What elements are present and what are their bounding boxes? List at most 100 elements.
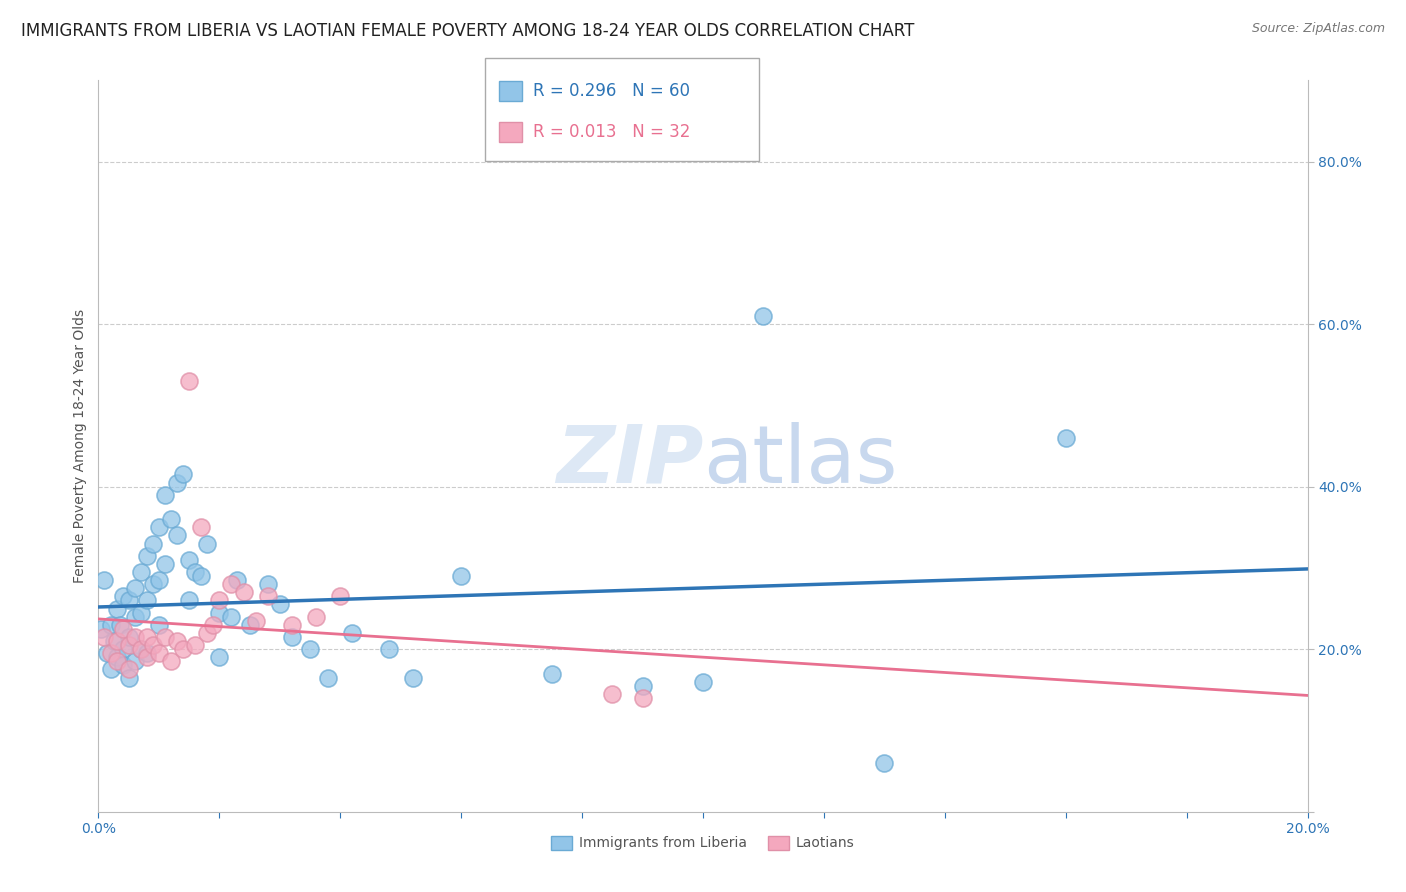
Point	[166, 528, 188, 542]
Point	[305, 609, 328, 624]
Point	[124, 609, 146, 624]
Point	[208, 650, 231, 665]
Point	[129, 606, 152, 620]
Point	[299, 642, 322, 657]
Point	[90, 622, 112, 636]
Point	[190, 569, 212, 583]
Point	[135, 549, 157, 563]
Point	[111, 590, 134, 604]
Point	[105, 634, 128, 648]
Point	[135, 593, 157, 607]
Point	[93, 573, 115, 587]
Point	[402, 671, 425, 685]
Point	[269, 598, 291, 612]
Point	[195, 626, 218, 640]
Text: Source: ZipAtlas.com: Source: ZipAtlas.com	[1251, 22, 1385, 36]
Point	[873, 756, 896, 770]
Point	[148, 573, 170, 587]
Point	[239, 617, 262, 632]
Point	[245, 614, 267, 628]
Point	[118, 593, 141, 607]
Point	[540, 666, 562, 681]
Point	[752, 309, 775, 323]
Point	[172, 642, 194, 657]
Point	[100, 617, 122, 632]
Point	[118, 630, 141, 644]
Point	[142, 577, 165, 591]
Point	[281, 630, 304, 644]
Point	[208, 606, 231, 620]
Point	[111, 658, 134, 673]
Point	[631, 679, 654, 693]
Point	[342, 626, 364, 640]
Point	[1054, 431, 1077, 445]
Point	[202, 617, 225, 632]
Point	[96, 646, 118, 660]
Point	[195, 536, 218, 550]
Text: ZIP: ZIP	[555, 422, 703, 500]
Legend: Immigrants from Liberia, Laotians: Immigrants from Liberia, Laotians	[546, 830, 860, 856]
Point	[100, 663, 122, 677]
Point	[190, 520, 212, 534]
Point	[232, 585, 254, 599]
Text: R = 0.296   N = 60: R = 0.296 N = 60	[533, 82, 690, 100]
Point	[316, 671, 339, 685]
Point	[377, 642, 399, 657]
Point	[142, 536, 165, 550]
Point	[208, 593, 231, 607]
Point	[602, 687, 624, 701]
Point	[692, 674, 714, 689]
Point	[100, 646, 122, 660]
Point	[118, 638, 141, 652]
Point	[129, 565, 152, 579]
Point	[166, 475, 188, 490]
Point	[179, 553, 201, 567]
Point	[148, 520, 170, 534]
Point	[153, 630, 176, 644]
Point	[179, 593, 201, 607]
Point	[124, 630, 146, 644]
Point	[111, 622, 134, 636]
Point	[179, 374, 201, 388]
Point	[129, 642, 152, 657]
Point	[135, 650, 157, 665]
Point	[172, 467, 194, 482]
Point	[105, 601, 128, 615]
Point	[124, 654, 146, 668]
Point	[160, 512, 183, 526]
Point	[329, 590, 352, 604]
Point	[631, 690, 654, 705]
Point	[256, 590, 278, 604]
Point	[118, 671, 141, 685]
Point	[148, 646, 170, 660]
Point	[450, 569, 472, 583]
Y-axis label: Female Poverty Among 18-24 Year Olds: Female Poverty Among 18-24 Year Olds	[73, 309, 87, 583]
Point	[105, 650, 128, 665]
Point	[108, 617, 131, 632]
Point	[103, 634, 125, 648]
Point	[135, 646, 157, 660]
Point	[256, 577, 278, 591]
Text: R = 0.013   N = 32: R = 0.013 N = 32	[533, 123, 690, 141]
Point	[135, 630, 157, 644]
Point	[129, 642, 152, 657]
Point	[184, 565, 207, 579]
Point	[166, 634, 188, 648]
Text: IMMIGRANTS FROM LIBERIA VS LAOTIAN FEMALE POVERTY AMONG 18-24 YEAR OLDS CORRELAT: IMMIGRANTS FROM LIBERIA VS LAOTIAN FEMAL…	[21, 22, 914, 40]
Point	[93, 630, 115, 644]
Point	[160, 654, 183, 668]
Point	[226, 573, 249, 587]
Point	[105, 654, 128, 668]
Point	[153, 488, 176, 502]
Point	[118, 663, 141, 677]
Point	[142, 638, 165, 652]
Point	[111, 642, 134, 657]
Point	[148, 617, 170, 632]
Point	[153, 557, 176, 571]
Text: atlas: atlas	[703, 422, 897, 500]
Point	[281, 617, 304, 632]
Point	[221, 609, 243, 624]
Point	[184, 638, 207, 652]
Point	[221, 577, 243, 591]
Point	[124, 581, 146, 595]
